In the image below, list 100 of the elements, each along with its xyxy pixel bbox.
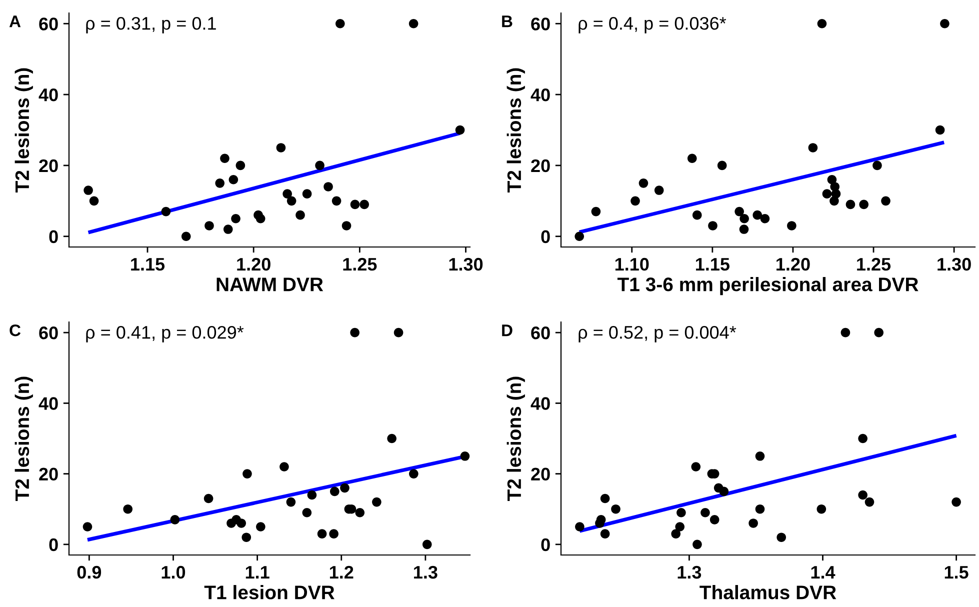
point: [324, 182, 333, 192]
point: [575, 522, 584, 532]
point: [827, 174, 837, 184]
point: [89, 196, 99, 206]
x-tick-label: 1.25: [343, 258, 377, 271]
point: [340, 483, 350, 493]
point: [676, 508, 686, 518]
annotation: ρ = 0.31, p = 0.1: [86, 16, 216, 34]
y-tick-label: 20: [531, 468, 550, 481]
point: [840, 328, 850, 338]
point: [387, 434, 396, 444]
point: [408, 18, 418, 28]
point: [611, 504, 620, 514]
x-tick-label: 1.3: [414, 566, 438, 579]
point: [302, 508, 312, 518]
point: [204, 494, 214, 504]
point: [236, 518, 246, 528]
y-tick-label: 0: [49, 230, 58, 244]
point: [881, 196, 890, 206]
x-tick-label: 1.20: [237, 258, 270, 271]
point: [752, 210, 762, 220]
point: [708, 221, 718, 230]
point: [719, 486, 729, 496]
point: [286, 196, 296, 206]
x-axis-title: T1 lesion DVR: [204, 585, 334, 600]
x-tick-label: 1.30: [938, 258, 971, 271]
x-axis-title: T1 3-6 mm perilesional area DVR: [617, 277, 918, 296]
x-tick-label: 1.15: [696, 258, 730, 271]
y-tick-label: 20: [39, 468, 58, 481]
y-tick-label: 0: [541, 538, 550, 552]
point: [692, 540, 702, 550]
point: [787, 221, 796, 230]
x-tick-label: 1.15: [131, 258, 165, 271]
point: [317, 529, 327, 538]
point: [755, 504, 765, 514]
point: [223, 224, 233, 234]
y-tick-label: 60: [531, 18, 550, 30]
x-tick-label: 1.3: [678, 566, 702, 579]
point: [315, 160, 324, 170]
y-tick-label: 0: [49, 538, 58, 552]
x-axis-title: NAWM DVR: [216, 278, 324, 292]
point: [282, 189, 292, 198]
point: [748, 518, 758, 528]
point: [654, 186, 664, 195]
point: [858, 490, 868, 500]
y-tick-label: 60: [531, 326, 550, 340]
point: [231, 214, 240, 224]
x-tick-label: 1.1: [246, 566, 270, 578]
text: A: [9, 16, 21, 28]
point: [123, 504, 133, 514]
x-tick-label: 1.20: [776, 258, 810, 271]
point: [455, 125, 465, 135]
point: [638, 178, 648, 188]
point: [816, 504, 826, 514]
point: [228, 174, 238, 184]
y-axis-title: T2 lesions (n): [506, 68, 525, 192]
point: [692, 210, 702, 220]
point: [630, 196, 640, 206]
point: [242, 469, 252, 478]
point: [335, 18, 345, 28]
point: [760, 214, 770, 224]
point: [830, 196, 839, 206]
point: [204, 221, 214, 230]
point: [350, 200, 360, 210]
point: [940, 18, 950, 28]
point: [864, 497, 874, 507]
point: [755, 451, 765, 461]
point: [591, 206, 601, 216]
point: [302, 189, 312, 198]
point: [717, 160, 727, 170]
text: B: [502, 16, 512, 28]
point: [329, 529, 338, 538]
point: [242, 532, 252, 542]
annotation: ρ = 0.4, p = 0.036*: [578, 16, 726, 34]
point: [671, 529, 681, 538]
y-axis-title: T2 lesions (n): [14, 68, 33, 192]
point: [600, 494, 610, 504]
x-tick-label: 0.9: [77, 566, 102, 579]
point: [935, 125, 945, 135]
point: [460, 451, 470, 461]
y-tick-label: 40: [530, 88, 550, 102]
point: [817, 18, 827, 28]
point: [256, 214, 266, 224]
y-tick-label: 40: [38, 397, 58, 410]
point: [394, 328, 404, 338]
point: [700, 508, 710, 518]
x-tick-label: 1.4: [811, 566, 836, 578]
point: [859, 200, 869, 210]
x-tick-label: 1.0: [162, 566, 186, 579]
point: [846, 200, 856, 210]
y-tick-label: 0: [541, 230, 550, 244]
point: [600, 529, 610, 538]
point: [574, 232, 584, 242]
point: [952, 497, 961, 507]
point: [872, 160, 882, 170]
point: [360, 200, 369, 210]
y-tick-label: 40: [38, 88, 58, 102]
point: [675, 522, 685, 532]
point: [276, 143, 286, 152]
x-tick-label: 1.2: [330, 566, 354, 578]
